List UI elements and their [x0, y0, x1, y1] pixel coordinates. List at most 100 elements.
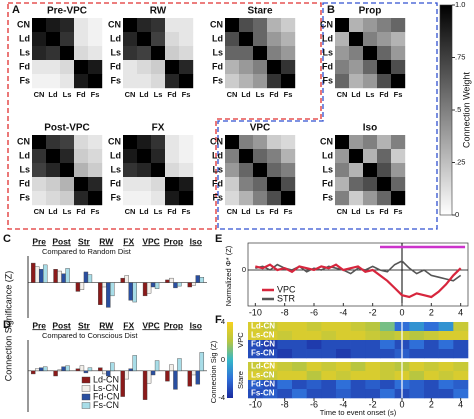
- heat-cell: [292, 340, 307, 350]
- matrix-cell: [179, 18, 194, 33]
- matrix-cell: [349, 60, 364, 75]
- heat-cell: [248, 331, 263, 341]
- row-label: Fd: [322, 178, 333, 188]
- heat-cell: [262, 340, 278, 350]
- bar: [110, 362, 115, 372]
- col-label: Ld: [351, 207, 361, 216]
- row-label: Ld: [110, 150, 121, 160]
- bar: [199, 352, 205, 372]
- bar: [110, 282, 115, 297]
- col-label: Fs: [182, 90, 191, 99]
- heat-cell: [424, 340, 439, 350]
- category-label: VPC: [142, 236, 159, 246]
- x-tick-label: -10: [249, 399, 262, 409]
- matrix-cell: [60, 177, 75, 192]
- heat-cell: [409, 362, 425, 372]
- matrix-cell: [46, 74, 61, 89]
- bar: [57, 270, 62, 283]
- colorbar-tick-label: 1.0: [455, 0, 465, 9]
- category-label: Iso: [190, 320, 202, 330]
- heat-cell: [409, 371, 425, 381]
- matrix-cell: [335, 18, 350, 33]
- matrix-cell: [165, 74, 180, 89]
- matrix-cell: [239, 149, 254, 164]
- row-label: CN: [320, 136, 333, 146]
- matrix-cell: [165, 60, 180, 75]
- matrix-cell: [151, 46, 166, 61]
- matrix-cell: [267, 163, 282, 178]
- matrix-cell: [377, 74, 392, 89]
- matrix-cell: [335, 46, 350, 61]
- x-tick-label: 2: [429, 307, 434, 317]
- matrix-cell: [363, 177, 378, 192]
- matrix-cell: [151, 32, 166, 47]
- heat-cell: [350, 362, 366, 372]
- matrix-cell: [137, 32, 152, 47]
- legend-label: Ld-CN: [93, 374, 119, 384]
- x-tick-label: -8: [281, 307, 289, 317]
- heat-cell: [424, 389, 439, 399]
- matrix-cell: [46, 135, 61, 150]
- matrix-cell: [179, 191, 194, 206]
- colorbar-tick-label: .5: [455, 105, 461, 114]
- heat-cell: [409, 322, 425, 332]
- heat-cell: [248, 340, 263, 350]
- matrix-cell: [165, 18, 180, 33]
- bar: [75, 368, 81, 372]
- heat-cell: [424, 371, 439, 381]
- legend-label: Fd-CN: [93, 391, 120, 401]
- matrix-cell: [281, 191, 296, 206]
- bar: [132, 282, 137, 303]
- col-label: CN: [34, 207, 45, 216]
- matrix-cell: [137, 149, 152, 164]
- col-label: Fs: [91, 90, 100, 99]
- matrix-cell: [253, 191, 268, 206]
- bar: [169, 277, 174, 283]
- category-label: Post: [52, 320, 71, 330]
- row-name: Ls-CN: [251, 371, 275, 380]
- matrix-cell: [46, 46, 61, 61]
- matrix-cell: [60, 74, 75, 89]
- heat-cell: [365, 380, 381, 390]
- matrix-cell: [137, 163, 152, 178]
- category-label: Iso: [190, 236, 202, 246]
- matrix-cell: [281, 149, 296, 164]
- matrix-cell: [137, 135, 152, 150]
- row-label: Ls: [110, 47, 121, 57]
- heat-cell: [321, 389, 337, 399]
- matrix-cell: [151, 191, 166, 206]
- matrix-cell: [225, 149, 240, 164]
- heat-cell: [321, 380, 337, 390]
- row-label: Fd: [19, 178, 30, 188]
- col-label: Fd: [76, 207, 86, 216]
- matrix-cell: [225, 18, 240, 33]
- matrix-cell: [267, 149, 282, 164]
- bar: [195, 275, 201, 283]
- heat-cell: [277, 322, 293, 332]
- heat-cell: [321, 362, 337, 372]
- matrix-cell: [137, 46, 152, 61]
- heat-cell: [277, 349, 293, 359]
- matrix-cell: [60, 149, 75, 164]
- matrix-cell: [123, 177, 138, 192]
- matrix-cell: [74, 74, 89, 89]
- bar: [34, 368, 40, 372]
- group-label: VPC: [236, 332, 245, 348]
- row-name: Fs-CN: [251, 389, 275, 398]
- bar: [146, 282, 152, 294]
- col-label: CN: [227, 207, 238, 216]
- matrix-cell: [225, 177, 240, 192]
- matrix-cell: [123, 60, 138, 75]
- bar: [83, 271, 89, 283]
- row-label: Fs: [322, 75, 333, 85]
- matrix-cell: [253, 32, 268, 47]
- heat-cell: [262, 371, 278, 381]
- x-tick-label: -2: [369, 399, 377, 409]
- category-label: Prop: [164, 320, 183, 330]
- row-label: Ls: [19, 47, 30, 57]
- x-tick-label: -10: [249, 307, 262, 317]
- matrix-cell: [123, 18, 138, 33]
- row-label: Fd: [110, 61, 121, 71]
- category-label: FX: [123, 320, 134, 330]
- x-tick-label: -4: [339, 399, 347, 409]
